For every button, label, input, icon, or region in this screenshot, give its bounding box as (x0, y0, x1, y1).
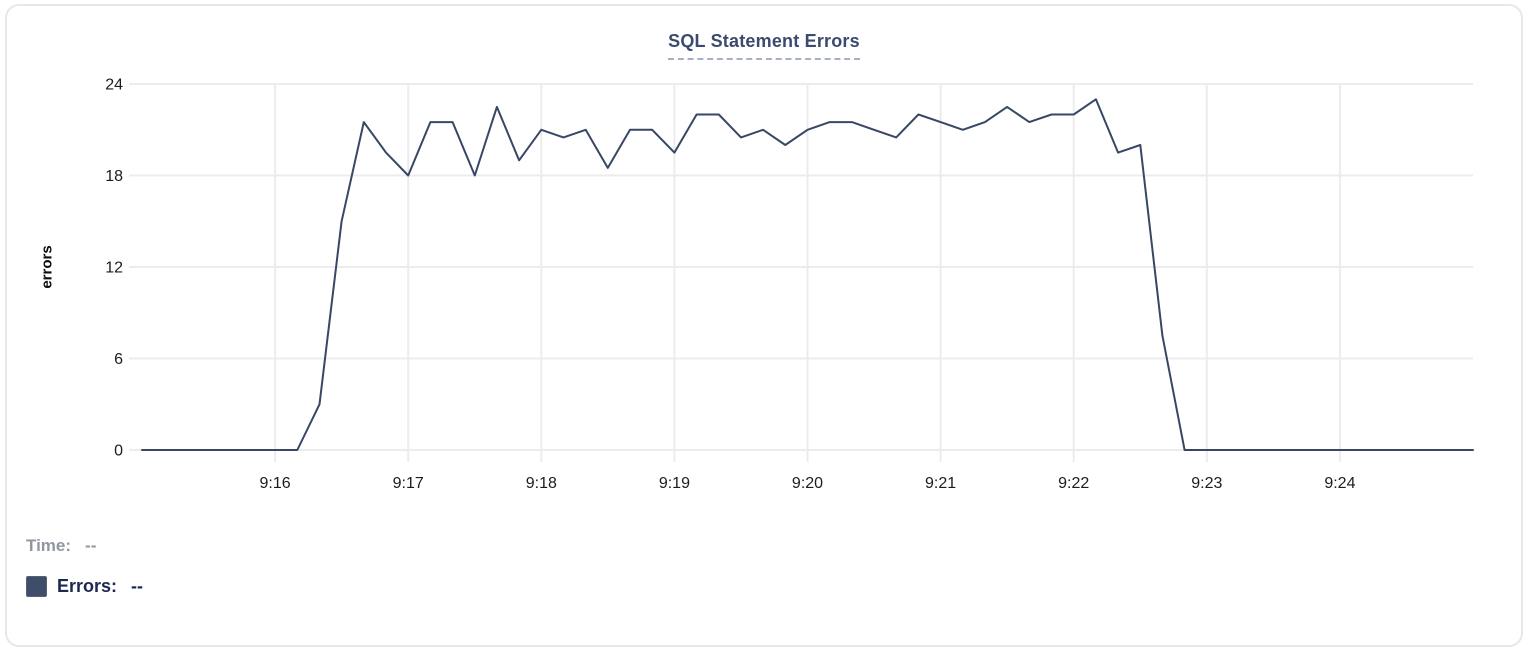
x-tick-label: 9:22 (1058, 475, 1089, 492)
errors-series-swatch[interactable] (26, 576, 47, 597)
x-tick-label: 9:19 (659, 475, 690, 492)
x-tick-label: 9:18 (526, 475, 557, 492)
legend-time-row: Time: -- (26, 536, 143, 556)
x-tick-label: 9:23 (1191, 475, 1222, 492)
x-tick-label: 9:21 (925, 475, 956, 492)
y-axis-title: errors (38, 245, 56, 289)
axis-tick-labels: 0 6 12 18 24 9:16 9:17 9:18 9:19 9:20 9:21 9:22 9:23… (105, 77, 1355, 493)
time-value: -- (85, 536, 97, 555)
errors-series-line[interactable] (141, 98, 1474, 451)
y-tick-label: 18 (105, 168, 123, 185)
legend-errors-row[interactable]: Errors: -- (26, 576, 143, 597)
x-tick-label: 9:24 (1324, 475, 1355, 492)
gridlines (129, 83, 1473, 462)
time-label: Time: (26, 536, 72, 555)
x-tick-label: 9:16 (260, 475, 291, 492)
chart-card (5, 4, 1523, 647)
x-tick-label: 9:17 (393, 475, 424, 492)
chart-tooltip-legend: Time: -- Errors: -- (26, 536, 143, 617)
y-tick-label: 12 (105, 260, 123, 277)
x-tick-label: 9:20 (792, 475, 823, 492)
y-tick-label: 0 (114, 443, 123, 460)
errors-value: -- (131, 576, 144, 596)
chart-header: SQL Statement Errors (0, 31, 1528, 60)
y-tick-label: 24 (105, 77, 123, 94)
chart-title[interactable]: SQL Statement Errors (668, 31, 860, 60)
y-tick-label: 6 (114, 351, 123, 368)
errors-label: Errors: (57, 576, 118, 596)
